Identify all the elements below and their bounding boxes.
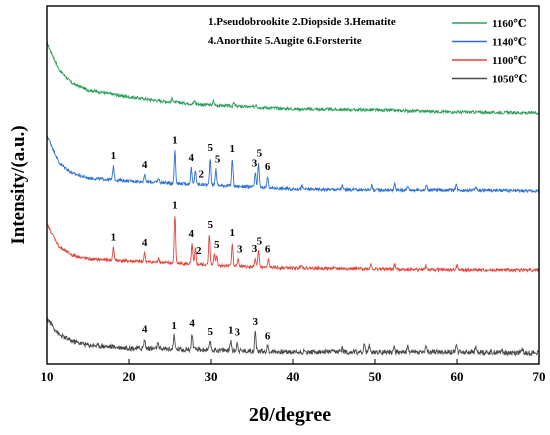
x-tick-layer: 10 20 30 40 50 60 70 xyxy=(41,359,546,384)
peak-label: 1 xyxy=(171,320,177,332)
x-tick-label: 10 xyxy=(41,369,54,384)
peak-label: 1 xyxy=(111,231,117,243)
peak-label: 3 xyxy=(237,243,243,255)
x-axis-label: 2θ/degree xyxy=(248,404,332,426)
peak-label: 3 xyxy=(253,316,259,328)
peak-label: 4 xyxy=(189,318,195,330)
peak-label: 5 xyxy=(214,239,220,251)
phase-key: 1.Pseudobrookite 2.Diopside 3.Hematite 4.… xyxy=(208,16,396,47)
series-line-0 xyxy=(46,41,540,116)
peak-label: 5 xyxy=(215,153,221,165)
peak-label: 6 xyxy=(265,244,271,256)
peak-label: 4 xyxy=(189,152,195,164)
peak-label: 2 xyxy=(198,168,204,180)
legend-label: 1140℃ xyxy=(492,37,527,49)
legend-label: 1160℃ xyxy=(492,18,527,30)
peak-label: 3 xyxy=(234,327,240,339)
peak-label: 6 xyxy=(265,330,271,342)
phase-key-line: 1.Pseudobrookite 2.Diopside 3.Hematite xyxy=(208,16,396,28)
legend: 1160℃ 1140℃ 1100℃ 1050℃ xyxy=(452,18,527,86)
peak-label: 4 xyxy=(142,159,148,171)
peak-label: 1 xyxy=(230,143,236,155)
x-tick-label: 30 xyxy=(205,369,218,384)
peak-label: 5 xyxy=(207,326,213,338)
x-tick-label: 20 xyxy=(123,369,136,384)
peak-label: 1 xyxy=(172,135,178,147)
peak-label: 5 xyxy=(207,219,213,231)
x-tick-label: 40 xyxy=(287,369,300,384)
peak-label: 5 xyxy=(257,148,263,160)
peak-label: 4 xyxy=(142,323,148,335)
peak-label: 4 xyxy=(142,237,148,249)
peak-label: 3 xyxy=(252,243,258,255)
peak-label: 1 xyxy=(228,325,234,337)
peak-label: 1 xyxy=(230,227,236,239)
legend-label: 1100℃ xyxy=(492,55,527,67)
y-axis-label: Intensity/(a.u.) xyxy=(8,125,29,245)
peak-label: 5 xyxy=(257,235,263,247)
series-line-2 xyxy=(46,216,540,273)
peak-label: 4 xyxy=(189,228,195,240)
peak-label: 2 xyxy=(196,245,202,257)
x-tick-label: 70 xyxy=(533,369,546,384)
peak-label: 3 xyxy=(252,157,258,169)
series-line-1 xyxy=(46,133,540,194)
x-tick-label: 60 xyxy=(451,369,464,384)
peak-label: 5 xyxy=(207,142,213,154)
x-tick-label: 50 xyxy=(369,369,382,384)
legend-label: 1050℃ xyxy=(492,74,527,86)
peak-label: 1 xyxy=(172,200,178,212)
peak-label: 1 xyxy=(111,150,117,162)
phase-key-line: 4.Anorthite 5.Augite 6.Forsterite xyxy=(208,35,362,47)
series-line-3 xyxy=(46,315,540,357)
series-layer xyxy=(46,41,540,357)
peak-label: 6 xyxy=(265,161,271,173)
